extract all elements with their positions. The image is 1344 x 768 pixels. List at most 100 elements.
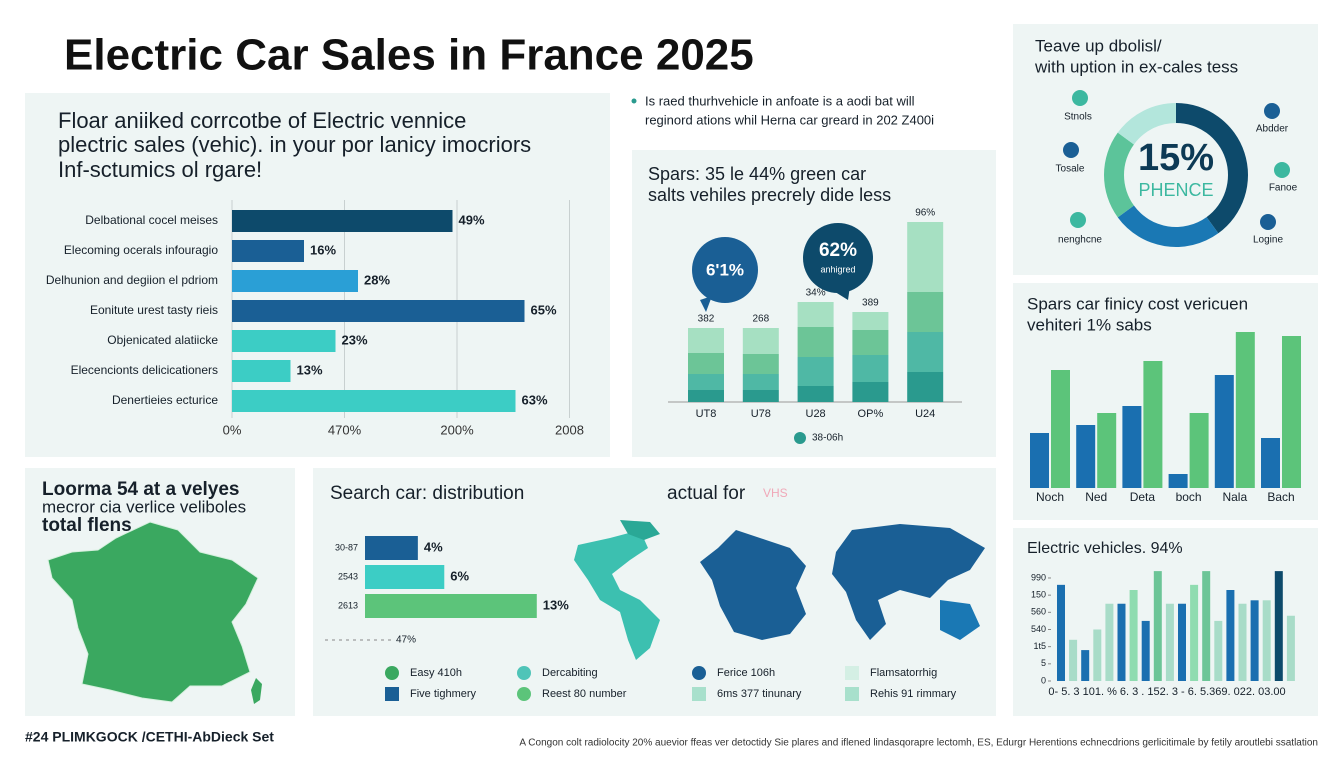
bar-segment <box>797 302 834 327</box>
x-tick-label: U24 <box>915 408 935 420</box>
bar <box>1143 361 1163 488</box>
bar <box>232 210 453 232</box>
x-tick-label: Ned <box>1085 490 1107 504</box>
x-tick-label: 2008 <box>555 422 584 437</box>
icon <box>1063 142 1079 158</box>
category-label: Elecoming ocerals infouragio <box>64 243 218 257</box>
y-tick-label: 560 <box>1031 607 1046 617</box>
x-tick-label: U28 <box>806 408 826 420</box>
world-map <box>620 520 660 540</box>
legend-label: 6ms 377 tinunary <box>717 688 802 700</box>
icon <box>1070 212 1086 228</box>
x-tick-label: 0% <box>223 422 242 437</box>
corsica <box>251 678 262 704</box>
icon <box>1274 162 1290 178</box>
category-label: Delhunion and degiion el pdriom <box>46 273 218 287</box>
panel-title: actual for <box>667 483 746 504</box>
x-tick-label: boch <box>1176 490 1202 504</box>
bar <box>232 300 525 322</box>
bar <box>1141 620 1150 681</box>
bar <box>232 390 516 412</box>
bar-segment <box>852 382 889 402</box>
donut-label: Abdder <box>1256 124 1289 135</box>
panel-title: Inf-sctumics ol rgare! <box>58 157 262 182</box>
legend-marker <box>692 687 706 701</box>
value-label: 28% <box>364 272 390 287</box>
bar <box>1178 603 1186 681</box>
y-tick-label: 0 <box>1041 675 1046 685</box>
category-label: Eonitute urest tasty rieis <box>90 303 218 317</box>
bar <box>1030 433 1049 488</box>
bar-segment <box>797 357 834 386</box>
legend-marker <box>794 432 806 444</box>
bar <box>1097 413 1117 488</box>
legend-marker <box>845 666 859 680</box>
bar <box>1190 584 1199 681</box>
donut-label: Fanoe <box>1269 183 1298 194</box>
donut-label: nenghcne <box>1058 235 1102 246</box>
panel-title: vehiteri 1% sabs <box>1027 315 1152 334</box>
bar <box>1051 370 1070 488</box>
bar-segment <box>852 355 889 382</box>
legend-label: Dercabiting <box>542 667 598 679</box>
panel-title: with uption in ex-cales tess <box>1034 57 1238 76</box>
legend-marker <box>385 687 399 701</box>
x-tick-label: U78 <box>751 408 771 420</box>
bar-segment <box>742 390 779 402</box>
panel-title: Spars: 35 le 44% green car <box>648 164 866 184</box>
france-map <box>47 521 259 703</box>
bar <box>1165 603 1174 681</box>
x-tick-label: Bach <box>1267 490 1294 504</box>
panel-title: Loorma 54 at a velyes <box>42 479 240 500</box>
value-label: 16% <box>310 242 336 257</box>
bar <box>232 240 304 262</box>
bar <box>1214 620 1223 681</box>
bar-segment <box>688 374 724 390</box>
y-tick-label: 540 <box>1031 624 1046 634</box>
icon <box>1264 103 1280 119</box>
center-label: PHENCE <box>1138 180 1213 200</box>
x-tick-label: OP% <box>858 408 884 420</box>
bar <box>1250 600 1259 681</box>
legend-label: Ferice 106h <box>717 667 775 679</box>
donut-segment <box>1117 103 1176 145</box>
bar-segment <box>797 386 834 402</box>
bar <box>1069 639 1078 681</box>
value-label: 13% <box>543 597 569 612</box>
center-value: 15% <box>1138 137 1214 179</box>
legend-marker <box>692 666 706 680</box>
bar <box>1105 603 1114 681</box>
bar-segment <box>797 327 834 357</box>
bar <box>1168 474 1188 488</box>
panel-subtitle: VHS <box>763 486 788 500</box>
legend-label: 38-06h <box>812 433 843 444</box>
bar <box>1286 615 1295 681</box>
y-tick-label: 990 <box>1031 572 1046 582</box>
x-tick-label: Deta <box>1130 490 1156 504</box>
value-label: 65% <box>531 302 557 317</box>
panel-title: Spars car finicy cost vericuen <box>1027 294 1248 313</box>
bar-segment <box>688 353 724 374</box>
legend-marker <box>517 666 531 680</box>
bar <box>1081 650 1090 681</box>
panel-title: plectric sales (vehic). in your por lani… <box>58 132 531 157</box>
panel-title: Electric vehicles. 94% <box>1027 540 1183 557</box>
legend-marker <box>385 666 399 680</box>
donut-label: Tosale <box>1056 164 1085 175</box>
value-label: 96% <box>915 208 935 219</box>
intro-text: Is raed thurhvehicle in anfoate is a aod… <box>645 93 915 108</box>
panel-title: salts vehiles precrely dide less <box>648 185 891 205</box>
bullet <box>631 98 637 104</box>
category-label: Objenicated alatiicke <box>107 333 218 347</box>
annotation: 6'1% <box>706 260 744 279</box>
panel-title: mecror cia verlice veliboles <box>42 497 246 516</box>
category-label: 2543 <box>338 571 358 581</box>
bar-segment <box>852 312 889 330</box>
bar <box>232 360 291 382</box>
callout <box>803 223 873 293</box>
bar <box>1076 425 1096 488</box>
bar-segment <box>907 372 944 402</box>
x-tick-label: Noch <box>1036 490 1064 504</box>
page-title: Electric Car Sales in France 2025 <box>64 31 754 80</box>
